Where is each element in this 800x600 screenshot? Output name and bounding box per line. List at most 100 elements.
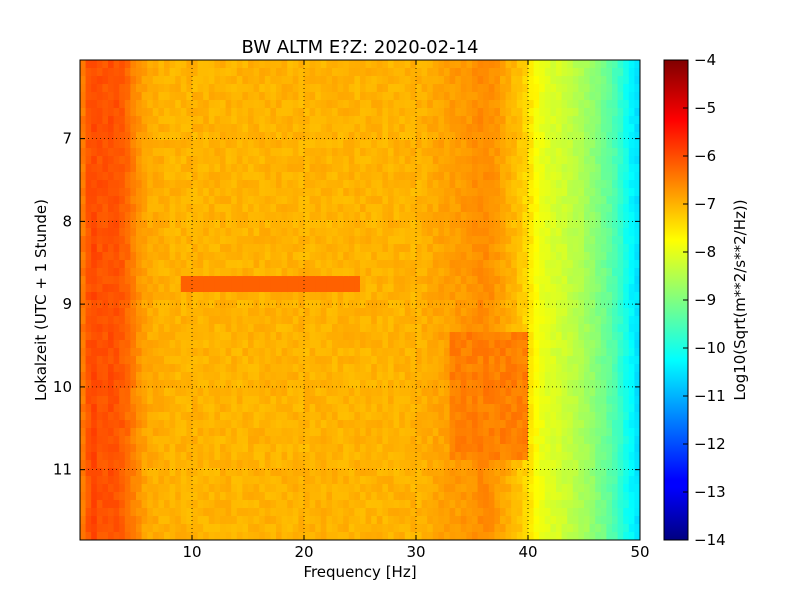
heatmap-cell [248,356,255,365]
heatmap-cell [253,492,260,501]
heatmap-cell [337,516,344,525]
heatmap-cell [511,172,518,181]
heatmap-cell [203,100,210,109]
heatmap-cell [539,404,546,413]
heatmap-cell [136,188,143,197]
heatmap-cell [332,388,339,397]
heatmap-cell [360,236,367,245]
heatmap-cell [460,252,467,261]
heatmap-cell [472,340,479,349]
heatmap-cell [494,380,501,389]
heatmap-cell [472,172,479,181]
heatmap-cell [539,324,546,333]
heatmap-cell [141,244,148,253]
heatmap-cell [309,332,316,341]
heatmap-cell [388,516,395,525]
heatmap-cell [276,532,283,540]
heatmap-cell [416,196,423,205]
heatmap-cell [466,260,473,269]
heatmap-cell [399,292,406,301]
heatmap-cell [354,156,361,165]
heatmap-cell [343,364,350,373]
heatmap-cell [309,372,316,381]
heatmap-cell [466,68,473,77]
heatmap-cell [214,500,221,509]
heatmap-cell [432,380,439,389]
heatmap-cell [236,228,243,237]
heatmap-cell [466,92,473,101]
heatmap-cell [276,508,283,517]
heatmap-cell [539,372,546,381]
heatmap-cell [180,244,187,253]
heatmap-cell [505,236,512,245]
heatmap-cell [332,324,339,333]
heatmap-cell [287,444,294,453]
heatmap-cell [500,524,507,533]
heatmap-cell [248,388,255,397]
heatmap-cell [438,332,445,341]
heatmap-cell [203,196,210,205]
heatmap-cell [500,116,507,125]
heatmap-cell [416,140,423,149]
heatmap-cell [438,316,445,325]
heatmap-cell [505,172,512,181]
heatmap-cell [382,84,389,93]
heatmap-cell [85,380,92,389]
heatmap-cell [158,516,165,525]
heatmap-cell [192,260,199,269]
heatmap-cell [320,268,327,277]
heatmap-cell [539,252,546,261]
heatmap-cell [147,284,154,293]
heatmap-cell [231,532,238,540]
heatmap-cell [444,412,451,421]
heatmap-cell [382,268,389,277]
heatmap-cell [438,500,445,509]
heatmap-cell [231,316,238,325]
heatmap-cell [147,268,154,277]
heatmap-cell [410,380,417,389]
heatmap-cell [460,532,467,540]
heatmap-cell [382,252,389,261]
heatmap-cell [528,500,535,509]
heatmap-cell [354,476,361,485]
heatmap-cell [180,404,187,413]
heatmap-cell [80,452,87,461]
heatmap-cell [494,428,501,437]
heatmap-cell [264,196,271,205]
heatmap-cell [444,372,451,381]
heatmap-cell [393,284,400,293]
heatmap-cell [438,140,445,149]
heatmap-cell [220,140,227,149]
heatmap-cell [220,508,227,517]
heatmap-cell [421,236,428,245]
heatmap-cell [466,180,473,189]
heatmap-cell [315,372,322,381]
heatmap-cell [141,500,148,509]
heatmap-cell [304,252,311,261]
heatmap-cell [477,92,484,101]
heatmap-cell [304,164,311,173]
heatmap-cell [410,428,417,437]
heatmap-cell [253,356,260,365]
heatmap-cell [220,452,227,461]
heatmap-cell [455,172,462,181]
heatmap-cell [421,132,428,141]
heatmap-cell [522,388,529,397]
heatmap-cell [192,444,199,453]
heatmap-cell [337,100,344,109]
heatmap-cell [449,220,456,229]
heatmap-cell [500,108,507,117]
heatmap-cell [388,116,395,125]
heatmap-cell [175,100,182,109]
heatmap-cell [438,236,445,245]
heatmap-cell [136,164,143,173]
heatmap-cell [332,492,339,501]
heatmap-cell [180,188,187,197]
heatmap-cell [169,444,176,453]
heatmap-cell [438,532,445,540]
heatmap-cell [326,68,333,77]
heatmap-cell [472,372,479,381]
heatmap-cell [343,220,350,229]
heatmap-cell [399,188,406,197]
heatmap-cell [147,420,154,429]
